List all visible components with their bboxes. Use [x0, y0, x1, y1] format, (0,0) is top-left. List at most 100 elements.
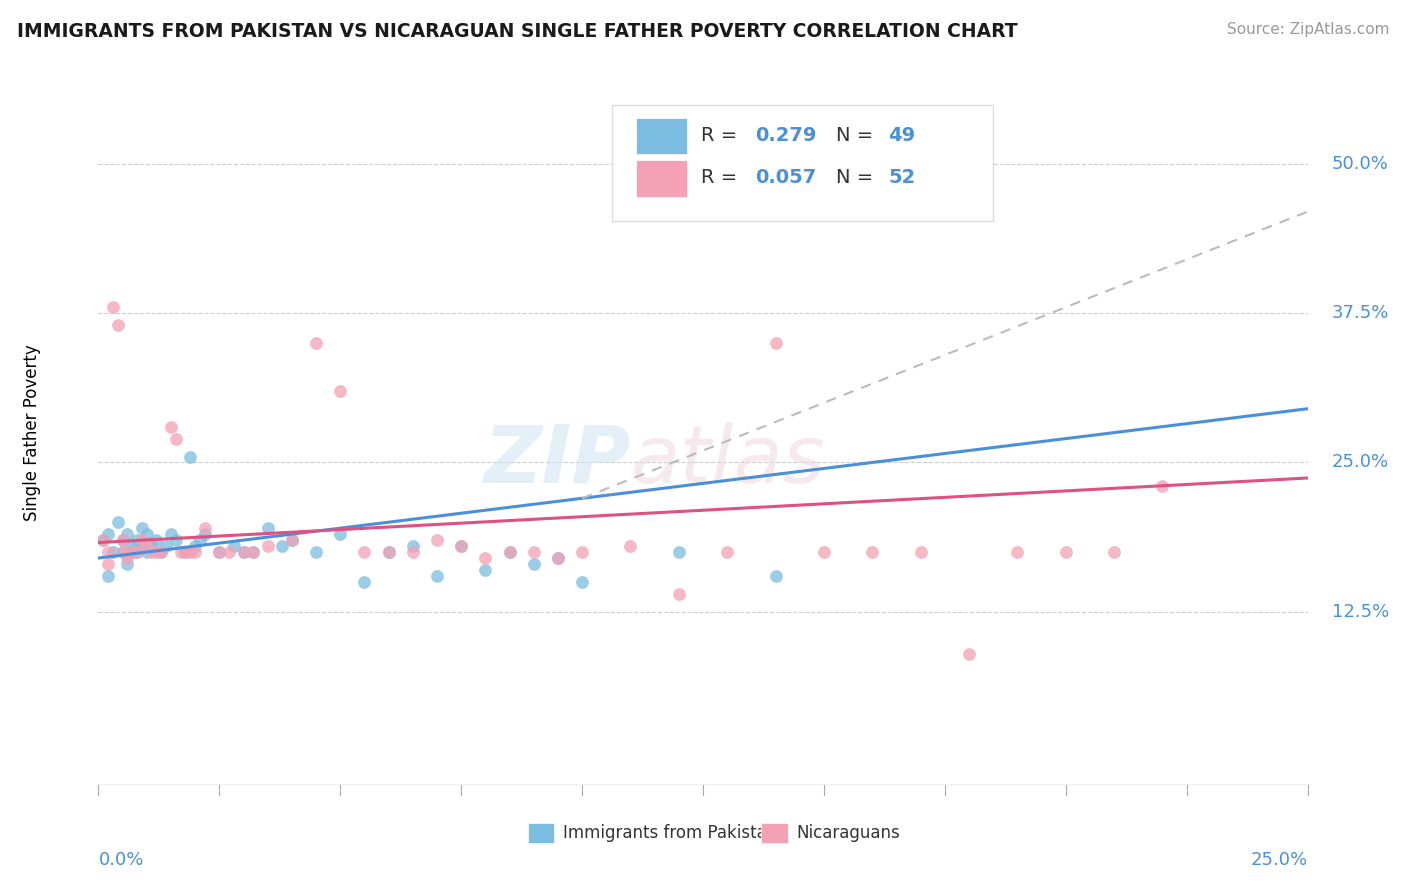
- Bar: [761, 823, 787, 843]
- Point: [165, 533, 187, 548]
- Point: [188, 533, 211, 548]
- Text: 0.279: 0.279: [755, 126, 817, 145]
- Point: [194, 527, 217, 541]
- Point: [135, 527, 157, 541]
- Text: 37.5%: 37.5%: [1331, 304, 1389, 322]
- Point: [329, 384, 352, 398]
- Point: [184, 545, 207, 559]
- Point: [111, 545, 134, 559]
- Point: [117, 557, 139, 571]
- Point: [174, 545, 197, 559]
- Point: [765, 569, 787, 583]
- Point: [1152, 479, 1174, 493]
- Point: [450, 539, 472, 553]
- Point: [1102, 545, 1125, 559]
- Point: [426, 569, 449, 583]
- Point: [498, 545, 520, 559]
- Point: [127, 545, 149, 559]
- Point: [547, 551, 569, 566]
- Point: [131, 521, 153, 535]
- Text: 49: 49: [889, 126, 915, 145]
- Point: [474, 551, 496, 566]
- Point: [1007, 545, 1029, 559]
- Point: [1054, 545, 1077, 559]
- Point: [218, 545, 240, 559]
- Point: [426, 533, 449, 548]
- Point: [256, 539, 278, 553]
- Point: [498, 545, 520, 559]
- Point: [305, 336, 328, 351]
- Point: [107, 515, 129, 529]
- Point: [716, 545, 738, 559]
- Point: [402, 545, 425, 559]
- FancyBboxPatch shape: [637, 118, 688, 154]
- Point: [91, 533, 114, 548]
- Text: Immigrants from Pakistan: Immigrants from Pakistan: [562, 824, 778, 842]
- Point: [271, 539, 294, 553]
- Point: [121, 545, 143, 559]
- Point: [353, 545, 375, 559]
- Point: [281, 533, 304, 548]
- Point: [121, 545, 143, 559]
- Point: [450, 539, 472, 553]
- Point: [668, 587, 690, 601]
- Point: [97, 527, 120, 541]
- Point: [160, 527, 183, 541]
- Point: [765, 336, 787, 351]
- Point: [571, 574, 593, 589]
- Point: [131, 533, 153, 548]
- Point: [107, 318, 129, 332]
- Text: N =: N =: [837, 126, 880, 145]
- Text: ZIP: ZIP: [484, 422, 630, 500]
- Point: [111, 533, 134, 548]
- Text: R =: R =: [700, 126, 744, 145]
- Text: 0.057: 0.057: [755, 168, 817, 187]
- Point: [523, 557, 546, 571]
- Point: [97, 545, 120, 559]
- Point: [474, 563, 496, 577]
- Point: [165, 432, 187, 446]
- Point: [141, 545, 163, 559]
- Point: [101, 300, 124, 314]
- Point: [127, 545, 149, 559]
- Point: [668, 545, 690, 559]
- Point: [281, 533, 304, 548]
- Point: [232, 545, 254, 559]
- Point: [150, 545, 173, 559]
- FancyBboxPatch shape: [637, 160, 688, 196]
- Point: [179, 450, 201, 464]
- Point: [91, 533, 114, 548]
- Text: 0.0%: 0.0%: [98, 851, 143, 869]
- Point: [141, 539, 163, 553]
- Text: 52: 52: [889, 168, 915, 187]
- Point: [150, 545, 173, 559]
- Text: Single Father Poverty: Single Father Poverty: [22, 344, 41, 521]
- Point: [402, 539, 425, 553]
- Text: 25.0%: 25.0%: [1331, 453, 1389, 472]
- Point: [305, 545, 328, 559]
- Point: [619, 539, 641, 553]
- Point: [377, 545, 399, 559]
- Point: [208, 545, 231, 559]
- Point: [97, 569, 120, 583]
- Point: [377, 545, 399, 559]
- Point: [232, 545, 254, 559]
- Point: [135, 539, 157, 553]
- Point: [121, 539, 143, 553]
- Point: [101, 545, 124, 559]
- Point: [957, 647, 980, 661]
- Text: N =: N =: [837, 168, 880, 187]
- Text: 12.5%: 12.5%: [1331, 603, 1389, 621]
- Point: [242, 545, 264, 559]
- Point: [135, 545, 157, 559]
- Point: [184, 539, 207, 553]
- Point: [160, 419, 183, 434]
- Point: [353, 574, 375, 589]
- Point: [547, 551, 569, 566]
- Point: [813, 545, 835, 559]
- Point: [523, 545, 546, 559]
- Point: [117, 527, 139, 541]
- Point: [174, 545, 197, 559]
- Point: [111, 545, 134, 559]
- Point: [179, 545, 201, 559]
